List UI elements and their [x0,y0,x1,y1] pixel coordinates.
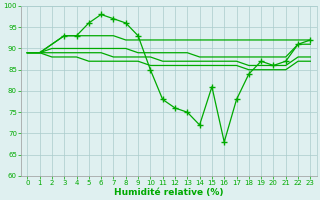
X-axis label: Humidité relative (%): Humidité relative (%) [114,188,224,197]
